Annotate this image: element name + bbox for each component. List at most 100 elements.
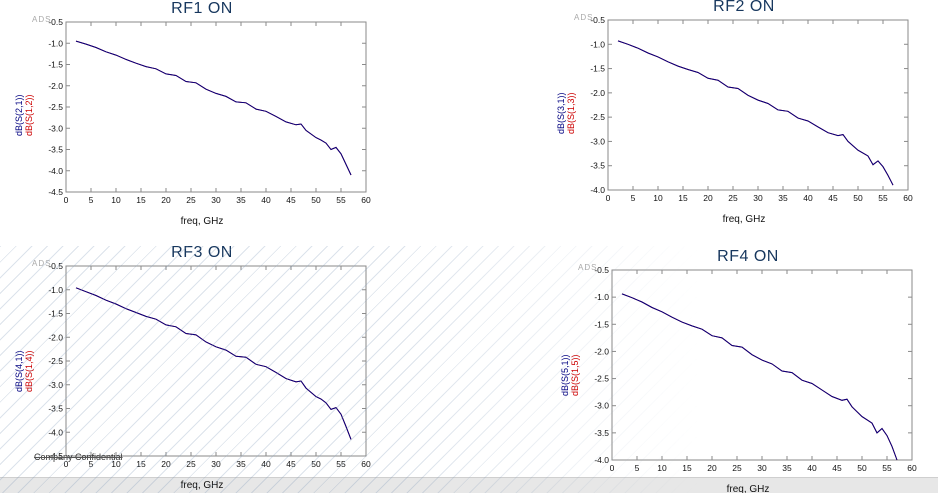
x-tick-label: 30 [757,463,767,473]
x-tick-label: 40 [261,459,271,469]
y-tick-label: -3.5 [590,161,605,171]
x-tick-label: 55 [878,193,888,203]
plot-frame [65,265,367,457]
plot-area-rf1: 0 5 10 15 20 25 30 35 40 45 50 55 60 -0.5 -1.0 -1.5 -2.0… [48,18,371,205]
x-tick-label: 40 [261,195,271,205]
x-tick-label: 60 [361,459,371,469]
curve-primary [617,40,894,186]
ads-logo: ADS [32,15,52,24]
chart-title-rf1: RF1 ON [171,0,233,17]
y-tick-label: -2.5 [48,102,63,112]
y-tick-label: -1.0 [48,285,63,295]
y-tick-label: -2.0 [48,332,63,342]
x-tick-label: 50 [857,463,867,473]
x-tick-label: 0 [64,459,69,469]
x-tick-label: 5 [89,195,94,205]
y-tick-label: -1.0 [48,38,63,48]
x-tick-label: 5 [631,193,636,203]
plot-area-rf2: 0 5 10 15 20 25 30 35 40 45 50 55 60 -0.5 -1.0 -1.5 -2.0… [590,16,913,203]
confidential-watermark: Company Confidential [34,452,123,462]
y-tick-label: -3.5 [48,404,63,414]
y-tick-label: -2.0 [594,346,609,356]
chart-title-rf4: RF4 ON [717,248,779,265]
plot-area-rf4: 0 5 10 15 20 25 30 35 40 45 50 55 60 -0.5 -1.0 -1.5 -2.0… [594,266,917,473]
x-axis-label: freq, GHz [180,216,224,227]
plot-frame [611,269,913,461]
y-axis-label-primary: dB(S(2,1)) [14,94,24,136]
y-tick-label: -3.0 [48,380,63,390]
y-tick-label: -4.5 [48,187,63,197]
x-tick-label: 45 [828,193,838,203]
chart-panel-rf3: RF3 ON ADS dB(S(4,1)) dB(S(1,4)) 0 5 10 15 2… [14,244,396,493]
y-tick-label: -0.5 [594,266,609,275]
curve-secondary [75,287,352,440]
x-tick-label: 25 [186,195,196,205]
curve-secondary [75,40,352,176]
y-tick-label: -4.5 [48,451,63,461]
x-tick-label: 25 [732,463,742,473]
y-tick-label: -4.0 [590,185,605,195]
y-tick-label: -3.5 [48,145,63,155]
chart-title-rf3: RF3 ON [171,244,233,261]
x-tick-label: 50 [311,195,321,205]
x-tick-label: 55 [882,463,892,473]
x-tick-label: 45 [286,195,296,205]
y-tick-label: -3.5 [594,428,609,438]
y-tick-label: -1.5 [590,64,605,74]
x-axis-label: freq, GHz [180,480,224,491]
x-tick-label: 20 [161,459,171,469]
x-tick-label: 60 [903,193,913,203]
plot-frame [65,21,367,193]
plot-frame [607,19,909,191]
x-tick-label: 30 [211,195,221,205]
x-axis-label: freq, GHz [722,214,766,225]
bottom-status-bar [0,477,938,493]
curve-primary [75,40,352,176]
x-tick-label: 30 [753,193,763,203]
y-tick-label: -4.0 [594,455,609,465]
curve-primary [621,293,898,461]
y-tick-label: -1.5 [48,60,63,70]
y-tick-label: -1.5 [594,319,609,329]
x-tick-label: 15 [682,463,692,473]
x-tick-label: 55 [336,459,346,469]
y-tick-label: -3.0 [590,136,605,146]
x-tick-label: 10 [111,459,121,469]
y-tick-label: -3.0 [594,401,609,411]
y-tick-label: -2.0 [590,88,605,98]
y-axis-label-primary: dB(S(4,1)) [14,350,24,392]
y-tick-label: -2.5 [590,112,605,122]
x-tick-label: 35 [236,459,246,469]
x-tick-label: 50 [853,193,863,203]
y-tick-label: -0.5 [48,18,63,27]
x-tick-label: 45 [286,459,296,469]
x-tick-label: 25 [186,459,196,469]
x-tick-label: 60 [361,195,371,205]
y-tick-label: -3.0 [48,123,63,133]
y-tick-label: -0.5 [590,16,605,25]
curve-secondary [617,40,894,186]
y-tick-label: -1.5 [48,309,63,319]
y-tick-label: -2.5 [594,374,609,384]
ads-logo: ADS [32,259,52,268]
x-tick-label: 10 [657,463,667,473]
x-tick-label: 50 [311,459,321,469]
x-tick-label: 0 [610,463,615,473]
x-tick-label: 40 [807,463,817,473]
x-axis-label: freq, GHz [726,484,770,493]
ads-logo: ADS [574,13,594,22]
y-tick-label: -2.0 [48,81,63,91]
x-tick-label: 45 [832,463,842,473]
y-axis-label-primary: dB(S(5,1)) [560,354,570,396]
chart-panel-rf4: RF4 ON ADS dB(S(5,1)) dB(S(1,5)) 0 5 10 15 2… [560,248,938,493]
y-tick-label: -4.0 [48,427,63,437]
chart-panel-rf1: RF1 ON ADS dB(S(2,1)) dB(S(1,2)) 0 5 10 15 2… [14,0,396,242]
x-tick-label: 15 [678,193,688,203]
x-tick-label: 40 [803,193,813,203]
x-tick-label: 30 [211,459,221,469]
y-tick-label: -2.5 [48,356,63,366]
y-tick-label: -1.0 [594,292,609,302]
y-tick-label: -0.5 [48,262,63,271]
chart-panel-rf2: RF2 ON ADS dB(S(3,1)) dB(S(1,3)) 0 5 10 15 2… [556,0,938,240]
